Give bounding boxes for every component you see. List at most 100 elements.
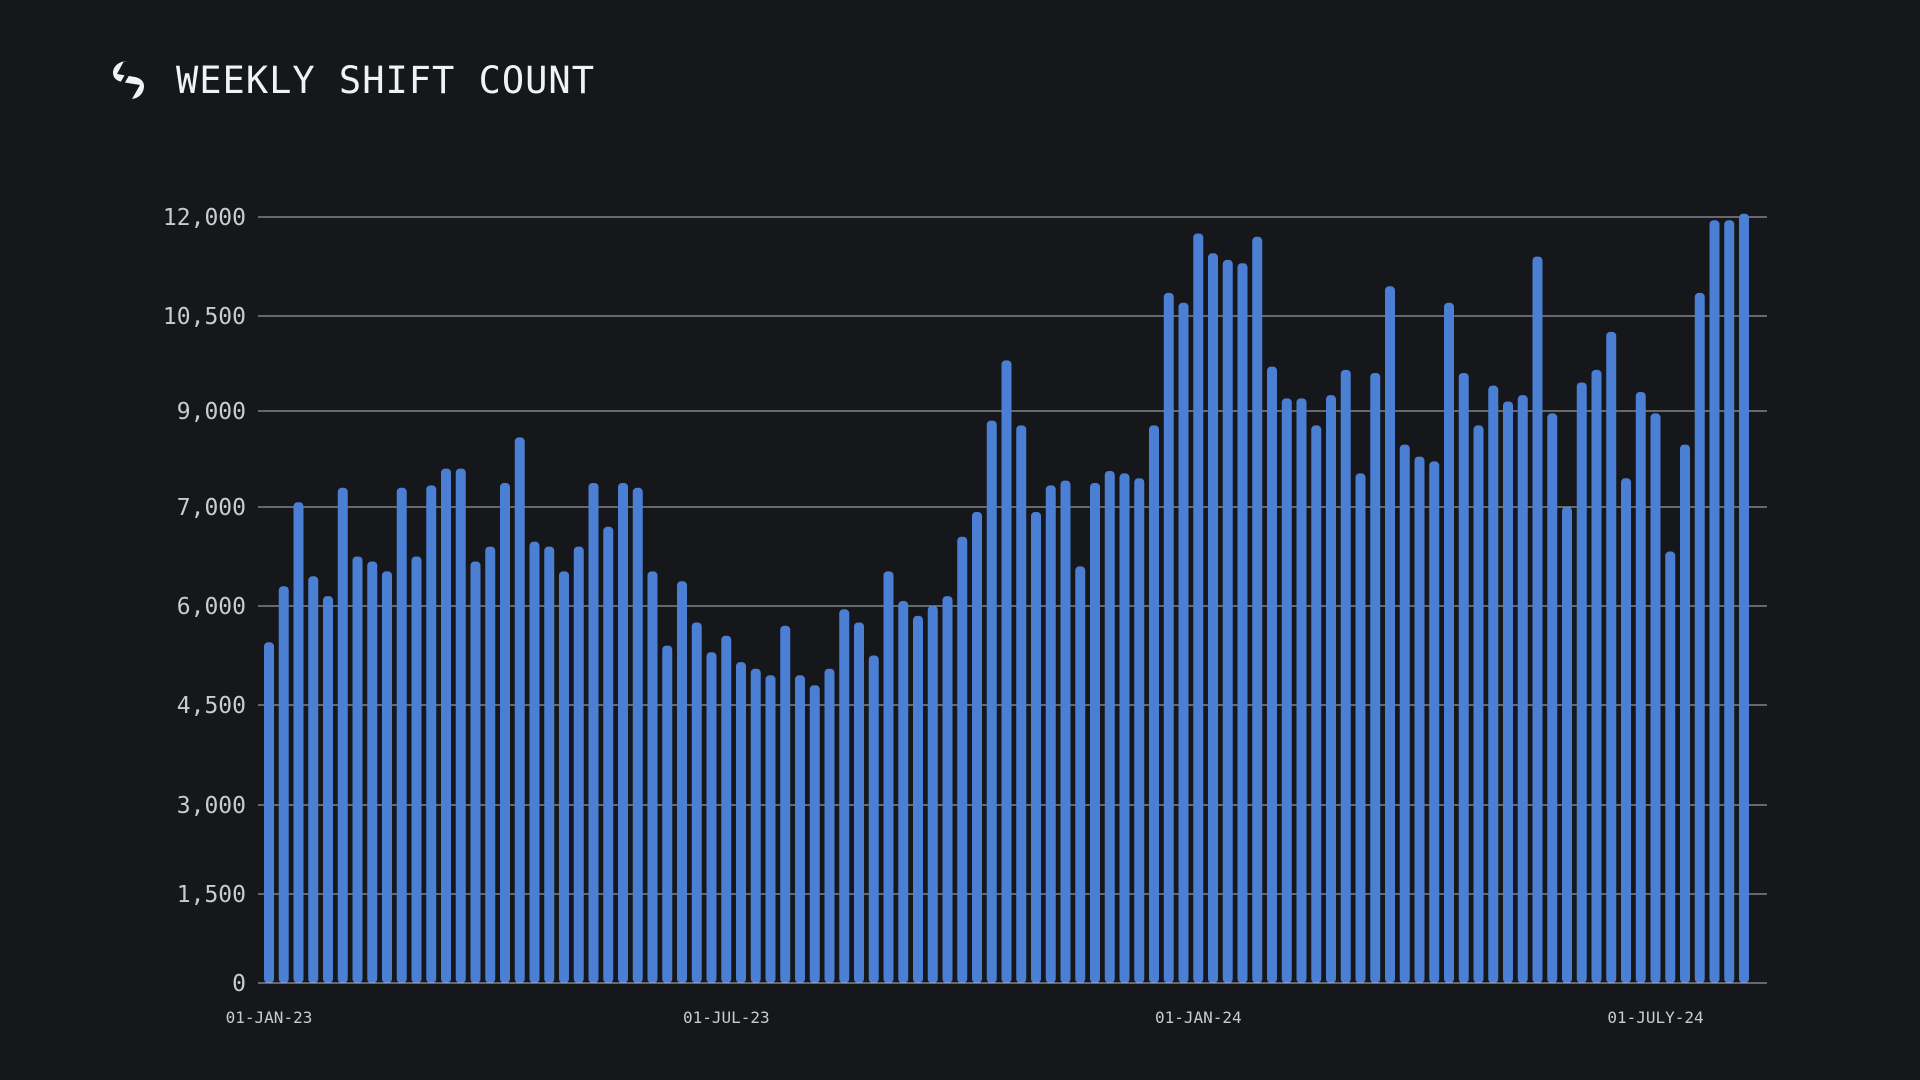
bar xyxy=(618,483,628,983)
bar xyxy=(367,561,378,983)
bar xyxy=(1281,398,1292,984)
bar xyxy=(1104,471,1115,983)
x-tick-label: 01-JAN-24 xyxy=(1155,1008,1242,1027)
y-tick-label: 0 xyxy=(232,971,246,997)
bar xyxy=(1562,507,1572,983)
x-tick-label: 01-JAN-23 xyxy=(226,1008,313,1027)
y-tick-label: 4,500 xyxy=(177,693,246,719)
bar xyxy=(278,586,289,983)
bar xyxy=(1517,395,1528,983)
bar xyxy=(883,571,894,983)
y-tick-label: 3,000 xyxy=(177,793,246,819)
bar xyxy=(839,609,850,983)
bar xyxy=(824,668,835,983)
bar xyxy=(1399,444,1410,984)
bar xyxy=(957,536,968,983)
bar xyxy=(500,483,510,983)
bar xyxy=(323,596,333,983)
bar xyxy=(1296,398,1307,984)
bar xyxy=(1060,480,1071,983)
chart-title: WEEKLY SHIFT COUNT xyxy=(176,58,595,102)
bar xyxy=(308,576,319,983)
bar xyxy=(1606,331,1617,984)
bar xyxy=(1385,286,1395,983)
bar xyxy=(795,675,805,983)
y-tick-label: 7,000 xyxy=(177,495,246,521)
bar xyxy=(1178,302,1189,983)
bar xyxy=(1031,511,1041,983)
bar xyxy=(264,642,274,983)
bar xyxy=(352,556,363,983)
bar xyxy=(1429,461,1440,983)
bar xyxy=(559,571,569,983)
bar xyxy=(1635,392,1646,983)
bar xyxy=(809,685,820,983)
y-axis-ticks: 0 1,500 3,000 4,500 6,000 7,000 9,000 10,500 12,… xyxy=(163,205,246,997)
bar xyxy=(927,606,938,983)
bar xyxy=(1163,292,1174,983)
bar xyxy=(1414,456,1425,984)
bar xyxy=(1045,485,1056,983)
bar xyxy=(1355,473,1366,983)
bar xyxy=(1134,478,1145,983)
bar xyxy=(1149,425,1159,983)
bar xyxy=(691,622,702,983)
y-tick-label: 12,000 xyxy=(163,205,246,231)
bar xyxy=(1458,373,1469,983)
bar xyxy=(1488,385,1499,983)
bar xyxy=(1532,256,1543,984)
bar xyxy=(736,662,746,983)
bar xyxy=(765,675,776,983)
bar xyxy=(721,635,732,983)
bar xyxy=(337,487,348,983)
bar xyxy=(426,485,437,983)
y-tick-label: 10,500 xyxy=(163,304,246,330)
x-tick-label: 01-JUL-23 xyxy=(683,1008,770,1027)
bar xyxy=(1237,263,1248,983)
bar xyxy=(1621,478,1631,983)
bar xyxy=(677,581,687,983)
bar xyxy=(588,483,599,983)
bar xyxy=(441,468,451,984)
bar xyxy=(1444,302,1454,983)
bar xyxy=(1222,259,1233,983)
bar xyxy=(1208,253,1218,984)
bar xyxy=(382,571,392,983)
bar xyxy=(1001,360,1012,984)
bar xyxy=(972,511,982,983)
bar xyxy=(706,652,717,983)
x-tick-label: 01-JULY-24 xyxy=(1607,1008,1703,1027)
bar xyxy=(854,622,864,983)
bar xyxy=(1267,366,1277,983)
y-tick-label: 6,000 xyxy=(177,594,246,620)
x-axis-ticks: 01-JAN-23 01-JUL-23 01-JAN-24 01-JULY-24 xyxy=(226,1008,1704,1027)
bar xyxy=(750,668,761,983)
bar xyxy=(1016,425,1027,983)
bar xyxy=(411,556,422,983)
bar xyxy=(293,502,304,983)
y-tick-label: 9,000 xyxy=(177,399,246,425)
bar xyxy=(1650,413,1661,983)
bar xyxy=(470,561,481,983)
bar xyxy=(544,546,555,983)
bar xyxy=(485,546,496,983)
bar xyxy=(1591,369,1602,984)
bar xyxy=(632,487,643,983)
bar xyxy=(1193,233,1204,983)
s-logo-icon xyxy=(111,61,144,101)
bar xyxy=(514,437,525,983)
bar-series xyxy=(264,213,1749,984)
bar xyxy=(529,541,540,983)
bar xyxy=(647,571,658,983)
bar xyxy=(1680,444,1690,984)
bar xyxy=(1724,220,1735,984)
bar xyxy=(1090,483,1100,983)
bar xyxy=(1119,473,1130,983)
bar xyxy=(1739,213,1749,983)
bar xyxy=(1503,401,1513,983)
bar xyxy=(396,487,407,983)
bar xyxy=(1694,292,1705,983)
bar xyxy=(662,645,673,983)
bar xyxy=(1326,395,1336,983)
